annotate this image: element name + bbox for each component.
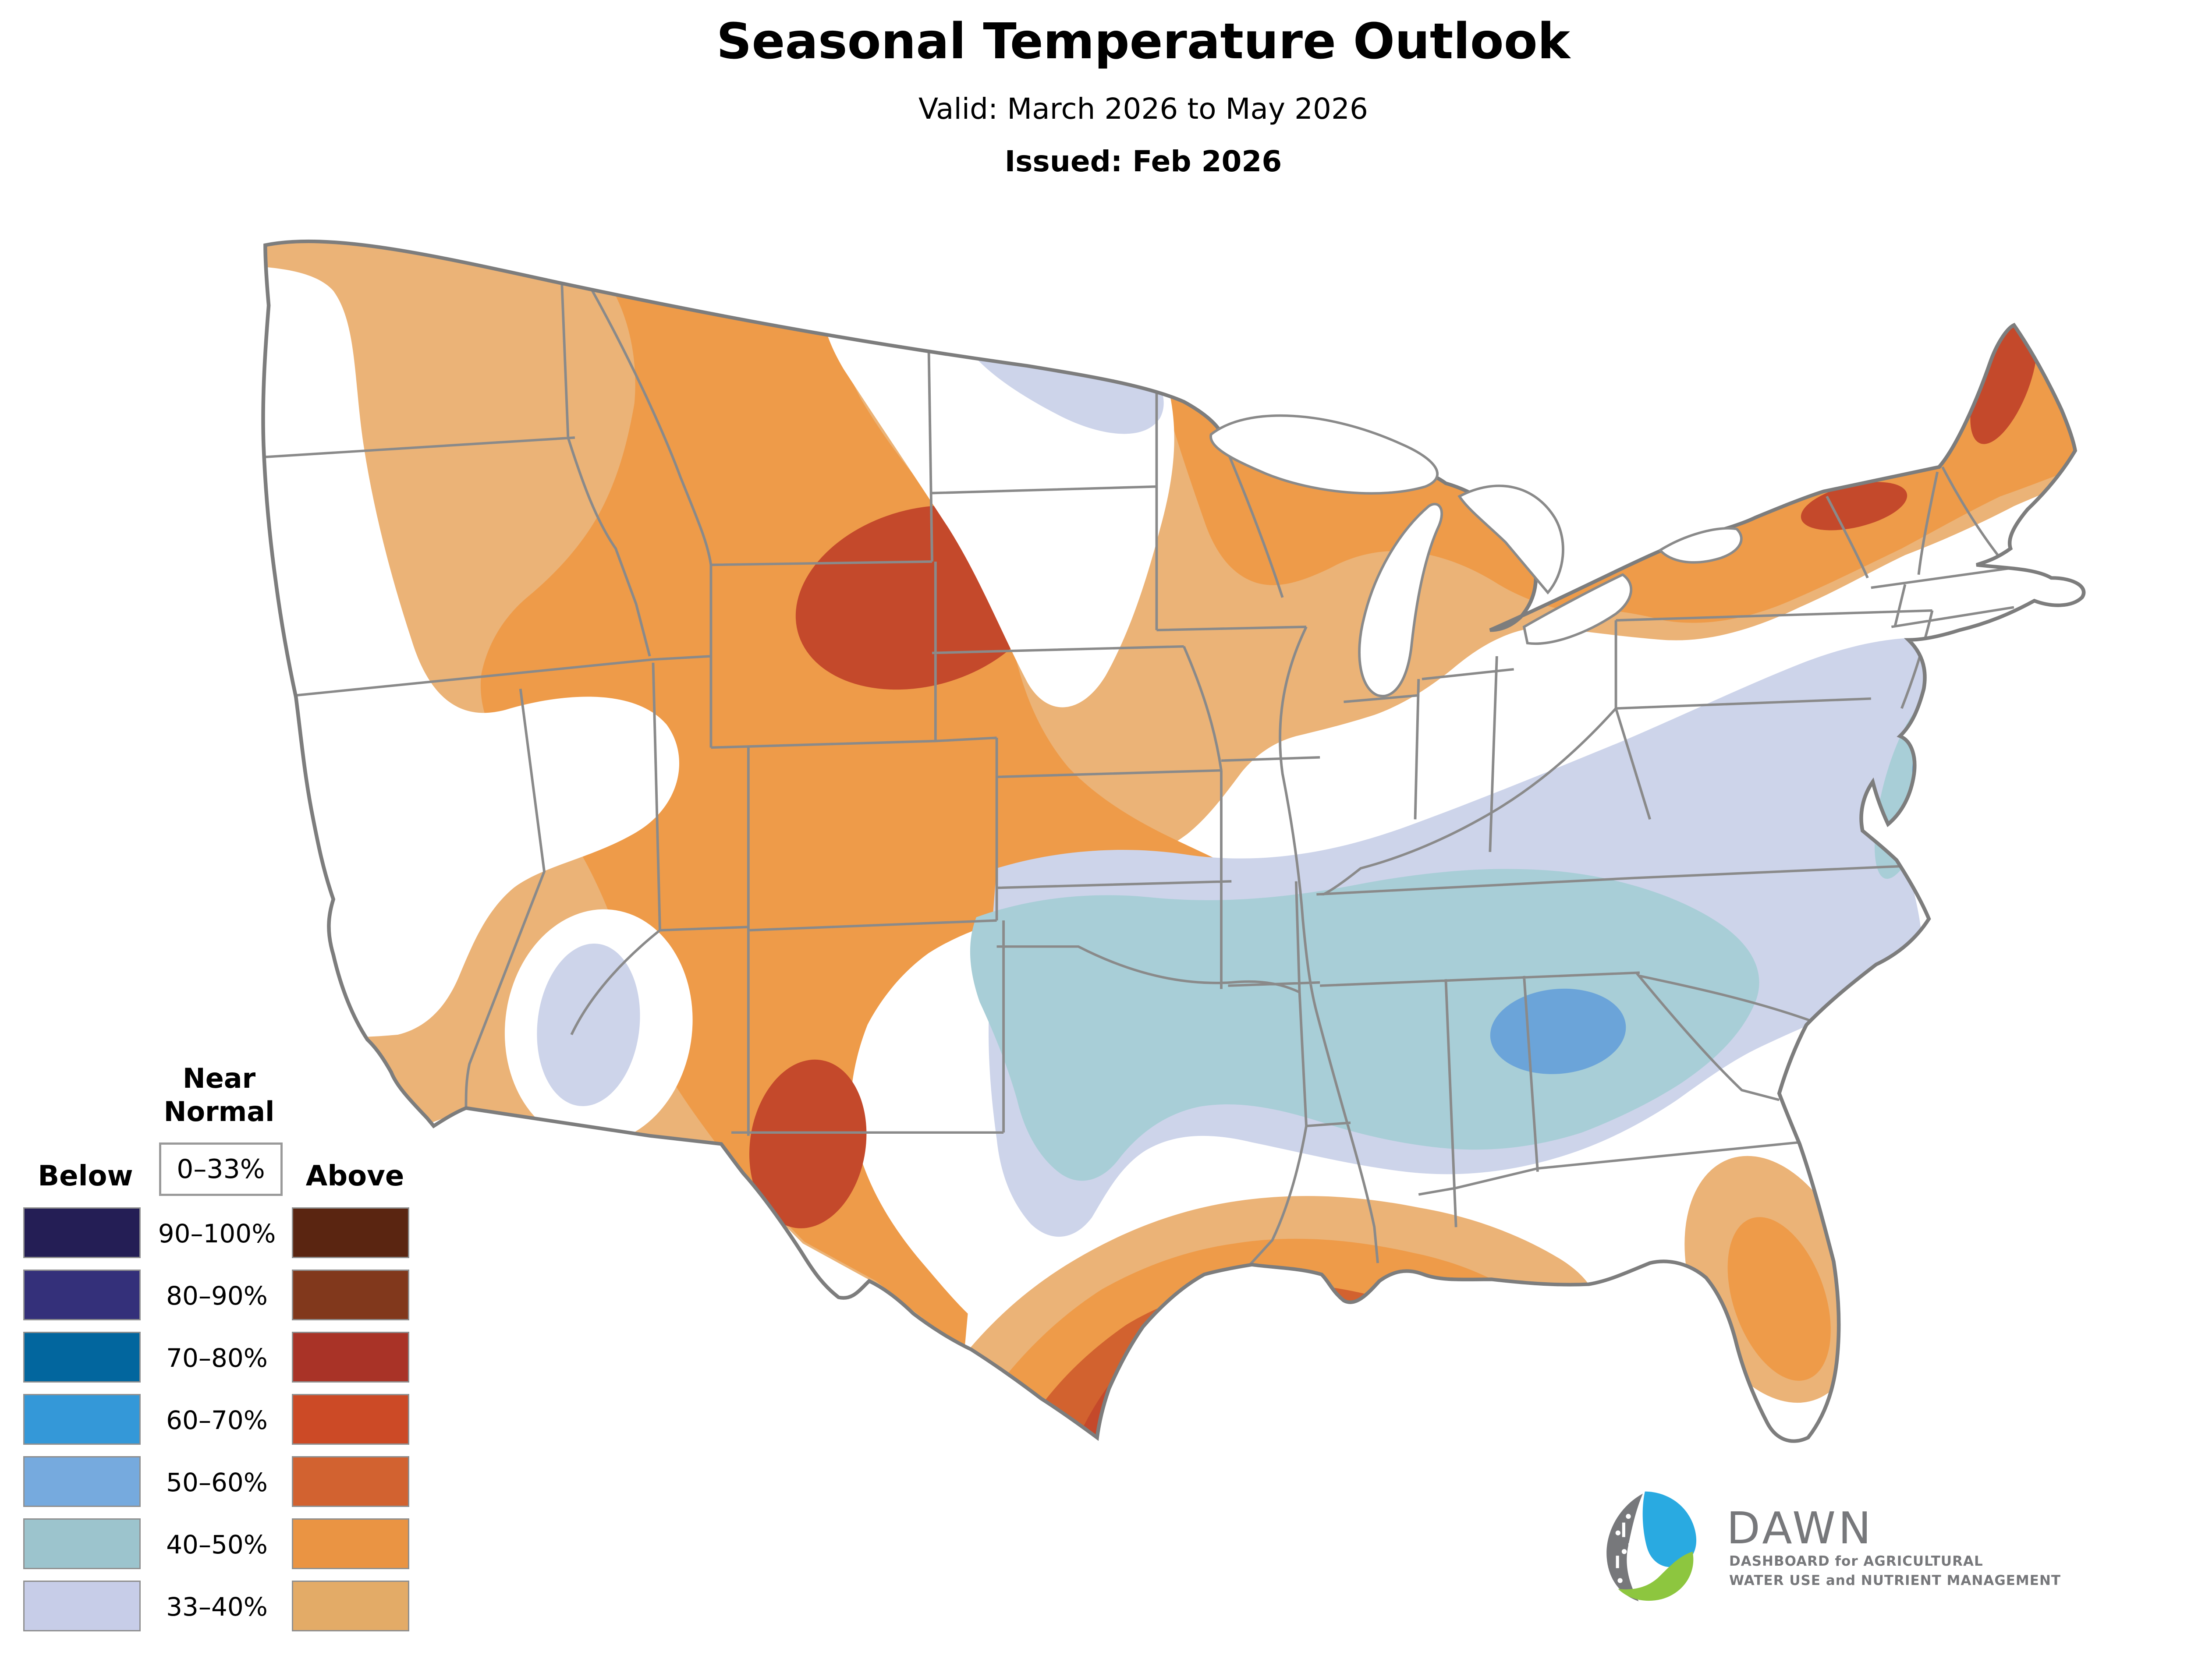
lake-erie — [1522, 573, 1633, 645]
lake-superior — [1209, 414, 1439, 495]
dawn-logo-line1: DASHBOARD for AGRICULTURAL — [1729, 1553, 1983, 1569]
region-above-60-70-west-texas — [749, 1059, 867, 1228]
above-swatch-60-70 — [292, 1394, 409, 1445]
above-swatch-40-50 — [292, 1518, 409, 1569]
below-swatch-80-90 — [23, 1270, 141, 1320]
above-swatch-50-60 — [292, 1456, 409, 1507]
dawn-logo-icon — [1606, 1491, 1697, 1602]
lake-michigan — [1358, 502, 1443, 697]
issued-date: Issued: Feb 2026 — [1004, 145, 1282, 178]
below-swatch-60-70 — [23, 1394, 141, 1445]
region-below-33-40-arizona-newmexico — [537, 943, 640, 1107]
state-borders — [263, 268, 2035, 1267]
region-above-40-50-west — [391, 241, 1242, 1351]
logo-leaf — [1618, 1551, 1694, 1601]
legend-above-label: Above — [305, 1160, 404, 1192]
dawn-logo-line2: WATER USE and NUTRIENT MANAGEMENT — [1729, 1573, 2061, 1588]
below-swatch-50-60 — [23, 1456, 141, 1507]
legend-near-normal-range: 0–33% — [159, 1142, 283, 1196]
above-swatch-80-90 — [292, 1270, 409, 1320]
region-above-60-70-maine — [1970, 320, 2037, 444]
legend-near-label-line1: Near — [182, 1062, 256, 1094]
legend-range-70-80: 70–80% — [166, 1343, 268, 1373]
legend-near-label-line2: Normal — [163, 1096, 275, 1128]
above-swatch-90-100 — [292, 1207, 409, 1258]
valid-period: Valid: March 2026 to May 2026 — [918, 92, 1368, 126]
logo-water-drop — [1642, 1491, 1697, 1567]
legend-below-label: Below — [38, 1160, 133, 1192]
legend-range-60-70: 60–70% — [166, 1405, 268, 1435]
legend-near-normal-label: Near Normal — [131, 1062, 307, 1128]
page-title: Seasonal Temperature Outlook — [716, 13, 1571, 70]
legend-range-80-90: 80–90% — [166, 1281, 268, 1311]
outlook-map — [261, 239, 2086, 1443]
below-swatch-90-100 — [23, 1207, 141, 1258]
great-lakes — [1209, 414, 1743, 697]
above-swatch-70-80 — [292, 1332, 409, 1383]
lake-huron — [1457, 485, 1564, 595]
below-swatch-70-80 — [23, 1332, 141, 1383]
above-swatch-33-40 — [292, 1581, 409, 1631]
legend-range-90-100: 90–100% — [158, 1219, 276, 1249]
region-above-60-70-north-newyork — [1801, 482, 1907, 531]
region-below-40-50-south — [970, 869, 1759, 1181]
legend-range-40-50: 40–50% — [166, 1530, 268, 1560]
region-below-50-60-alabama-georgia — [1490, 988, 1626, 1074]
below-swatch-40-50 — [23, 1518, 141, 1569]
below-swatch-33-40 — [23, 1581, 141, 1631]
logo-circuit-leaf — [1606, 1493, 1643, 1602]
legend-range-33-40: 33–40% — [166, 1592, 268, 1622]
logo-circuit-dots — [1615, 1514, 1637, 1583]
legend-range-50-60: 50–60% — [166, 1468, 268, 1497]
region-above-40-50-florida — [1727, 1217, 1831, 1381]
dawn-logo-name: DAWN — [1727, 1503, 1874, 1554]
us-outline — [261, 239, 2086, 1443]
lake-ontario — [1658, 527, 1743, 564]
